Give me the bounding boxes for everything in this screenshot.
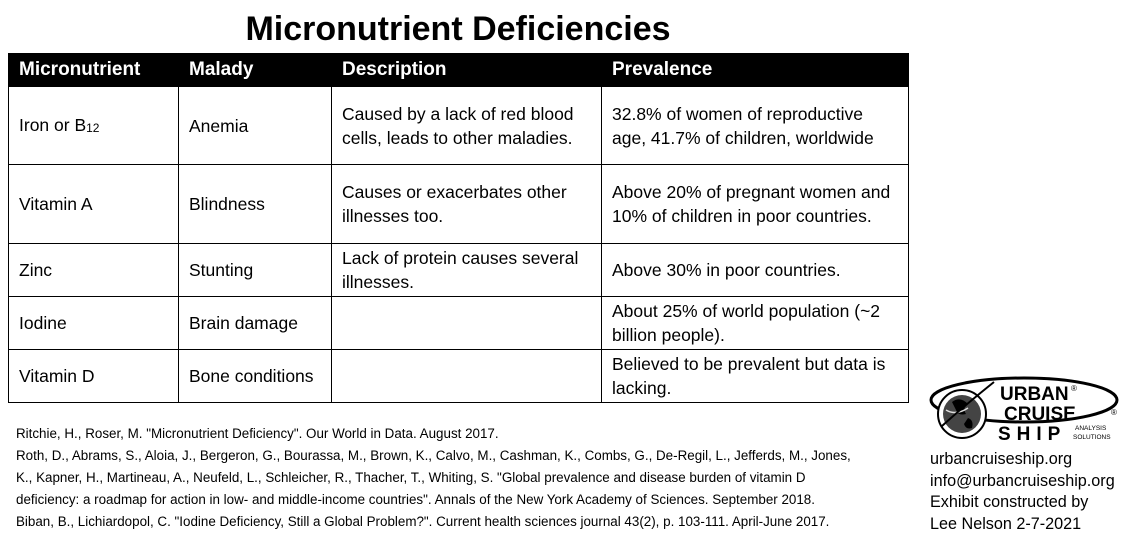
reference-line: K., Kapner, H., Martineau, A., Neufeld, … — [16, 470, 806, 485]
logo-word-ship: SHIP — [998, 424, 1066, 445]
prevalence-cell: About 25% of world population (~2 billio… — [601, 296, 909, 350]
micronutrient-cell: Iron or B12 — [8, 86, 179, 165]
prevalence-cell: 32.8% of women of reproductive age, 41.7… — [601, 86, 909, 165]
description-cell: Caused by a lack of red blood cells, lea… — [331, 86, 602, 165]
prevalence-cell: Above 20% of pregnant women and 10% of c… — [601, 164, 909, 244]
table-header-row: Micronutrient Malady Description Prevale… — [8, 53, 909, 87]
subscript: 12 — [86, 120, 100, 135]
table-row: Vitamin A Blindness Causes or exacerbate… — [8, 164, 909, 244]
malady-cell: Bone conditions — [178, 349, 332, 403]
logo-registered-mark: ® — [1071, 384, 1077, 393]
logo-registered-mark-2: ® — [1111, 408, 1117, 417]
header-description: Description — [331, 53, 602, 87]
description-cell — [331, 296, 602, 350]
deficiency-table: Micronutrient Malady Description Prevale… — [8, 53, 909, 403]
header-micronutrient: Micronutrient — [8, 53, 179, 87]
micronutrient-cell: Iodine — [8, 296, 179, 350]
description-cell — [331, 349, 602, 403]
reference-line: Ritchie, H., Roser, M. "Micronutrient De… — [16, 426, 499, 441]
table-row: Zinc Stunting Lack of protein causes sev… — [8, 243, 909, 297]
header-prevalence: Prevalence — [601, 53, 909, 87]
micronutrient-cell: Vitamin A — [8, 164, 179, 244]
micronutrient-cell: Vitamin D — [8, 349, 179, 403]
header-malady: Malady — [178, 53, 332, 87]
malady-cell: Blindness — [178, 164, 332, 244]
table-row: Vitamin D Bone conditions Believed to be… — [8, 349, 909, 403]
table-row: Iron or B12 Anemia Caused by a lack of r… — [8, 86, 909, 165]
description-cell: Lack of protein causes several illnesses… — [331, 243, 602, 297]
urban-cruise-ship-logo: URBAN ® CRUISE ® SHIP ANALYSIS SOLUTIONS — [929, 376, 1119, 445]
reference-line: Biban, B., Lichiardopol, C. "Iodine Defi… — [16, 514, 830, 529]
prevalence-cell: Believed to be prevalent but data is lac… — [601, 349, 909, 403]
references: Ritchie, H., Roser, M. "Micronutrient De… — [16, 423, 916, 533]
reference-line: Roth, D., Abrams, S., Aloia, J., Bergero… — [16, 448, 851, 463]
page-title: Micronutrient Deficiencies — [245, 10, 671, 48]
credit-line: Lee Nelson 2-7-2021 — [930, 514, 1082, 533]
website-link[interactable]: urbancruiseship.org — [930, 450, 1073, 468]
table-row: Iodine Brain damage About 25% of world p… — [8, 296, 909, 350]
logo-word-cruise: CRUISE — [1004, 404, 1076, 425]
logo-tagline-solutions: SOLUTIONS — [1073, 434, 1111, 441]
logo-tagline-analysis: ANALYSIS — [1075, 425, 1107, 432]
logo-word-urban: URBAN — [1000, 384, 1069, 405]
description-cell: Causes or exacerbates other illnesses to… — [331, 164, 602, 244]
micronutrient-cell: Zinc — [8, 243, 179, 297]
malady-cell: Anemia — [178, 86, 332, 165]
malady-cell: Brain damage — [178, 296, 332, 350]
contact-info: urbancruiseship.org info@urbancruiseship… — [930, 449, 1140, 535]
credit-line: Exhibit constructed by — [930, 493, 1089, 511]
malady-cell: Stunting — [178, 243, 332, 297]
email-link[interactable]: info@urbancruiseship.org — [930, 471, 1115, 490]
prevalence-cell: Above 30% in poor countries. — [601, 243, 909, 297]
reference-line: deficiency: a roadmap for action in low-… — [16, 492, 815, 507]
